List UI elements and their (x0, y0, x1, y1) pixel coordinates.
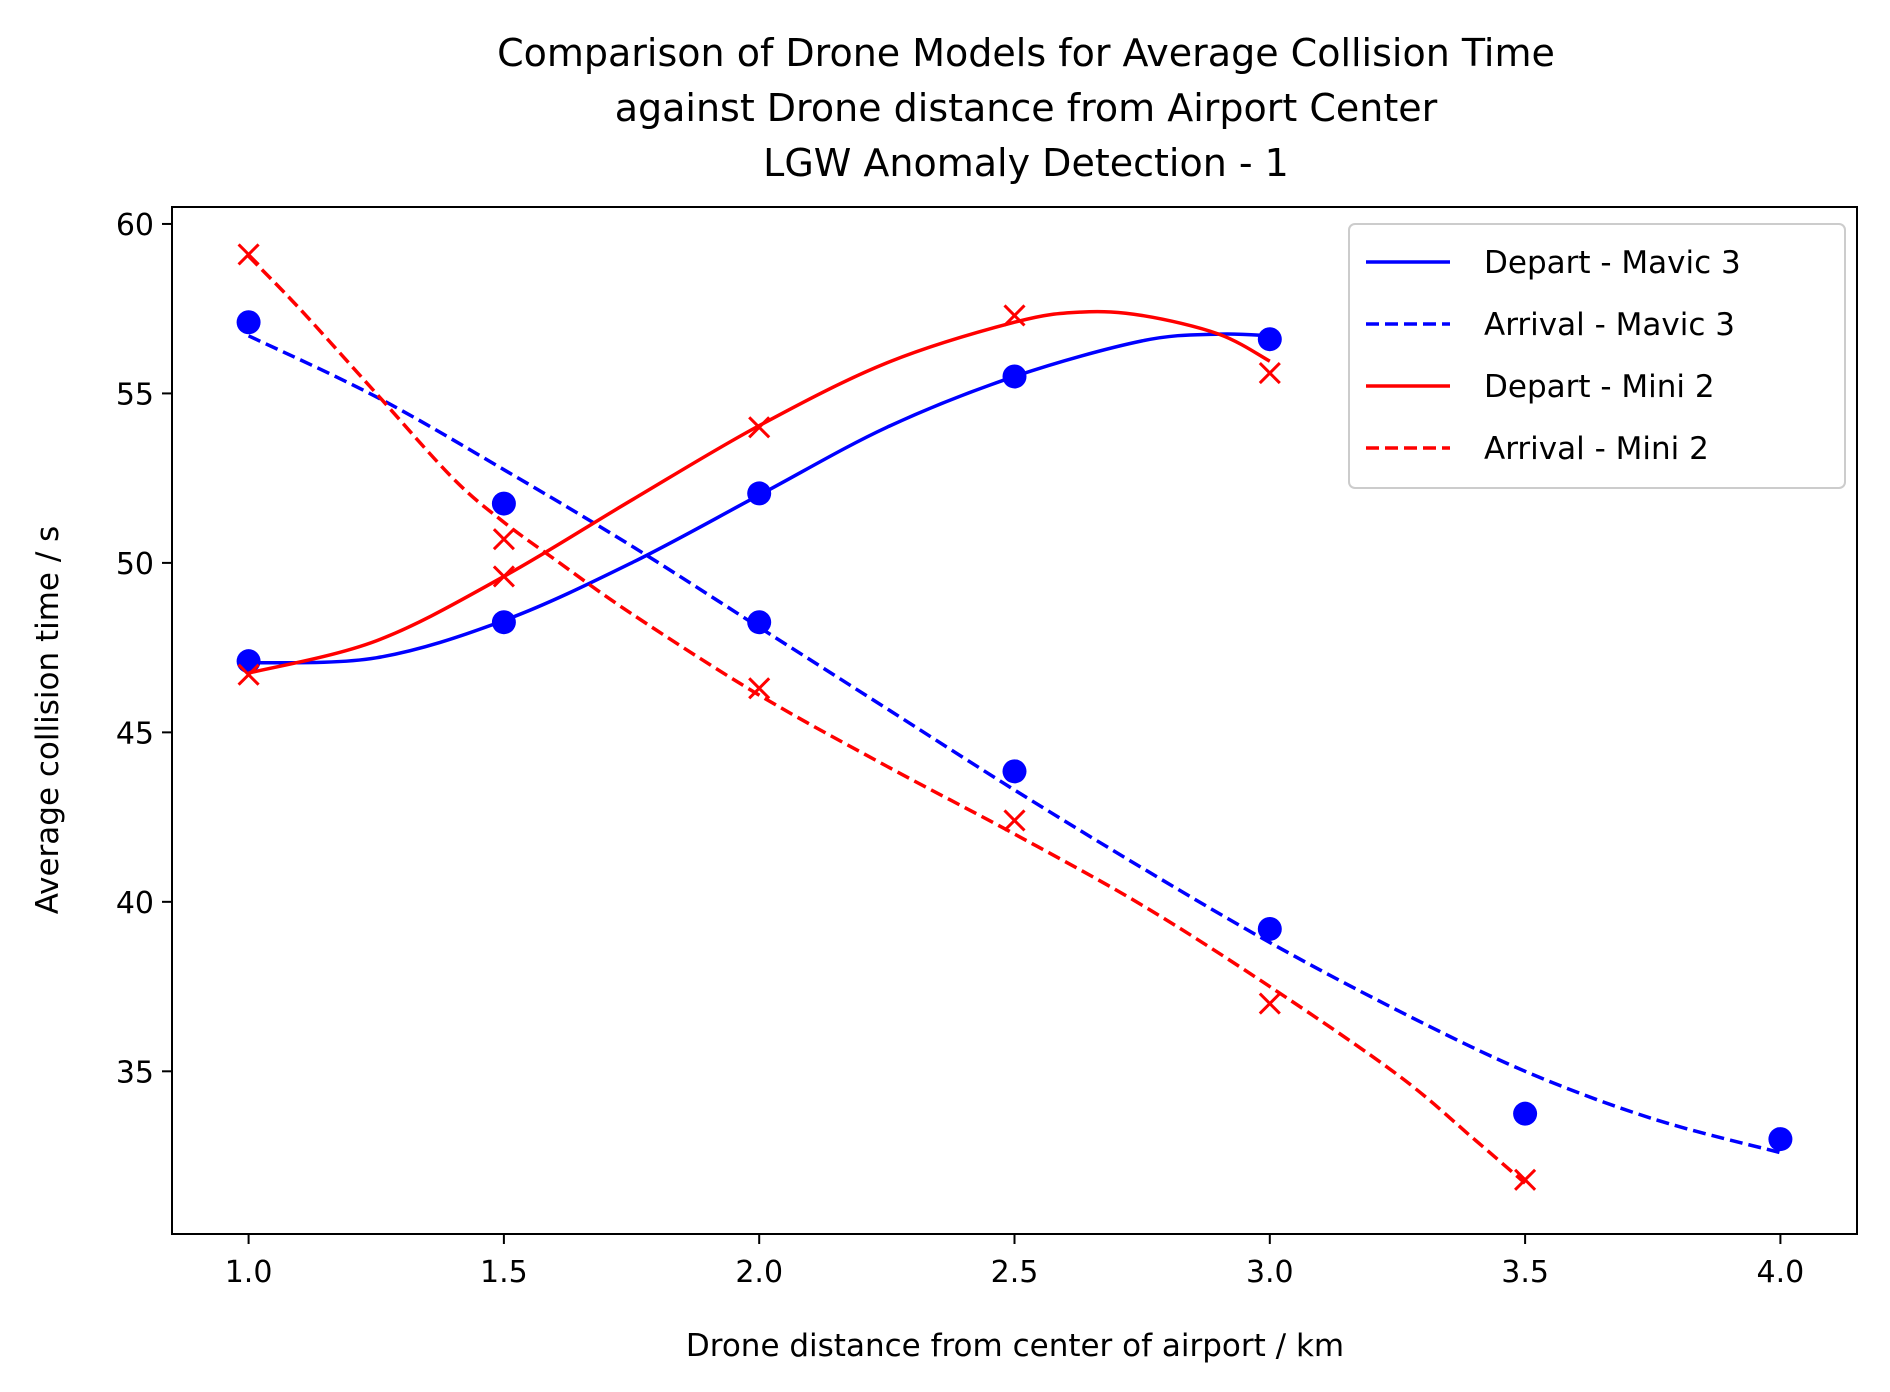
series-line-arrival-mini-2 (247, 254, 1527, 1185)
legend-label-arrival-mavic-3: Arrival - Mavic 3 (1484, 307, 1735, 343)
depart-mini-2-point (237, 663, 260, 686)
arrival-mini-2-point-stroke (748, 677, 771, 700)
series-line-arrival-mavic-3 (247, 334, 1781, 1155)
arrival-mini-2-point-stroke (1258, 992, 1281, 1015)
arrival-mini-2-point-stroke (1514, 1168, 1537, 1191)
chart-title-line-3: LGW Anomaly Detection - 1 (763, 141, 1289, 185)
arrival-mavic-3-point (1513, 1101, 1538, 1126)
depart-mini-2-point-stroke (492, 565, 515, 588)
x-tick-label: 3.0 (1246, 1255, 1294, 1290)
arrival-mavic-3-point (747, 610, 772, 635)
x-tick-label: 4.0 (1757, 1255, 1805, 1290)
series-depart-mini-2 (237, 304, 1281, 686)
depart-mini-2-point-stroke (237, 663, 260, 686)
x-tick-label: 1.5 (480, 1255, 528, 1290)
arrival-mini-2-point-stroke (237, 243, 260, 266)
series-line-depart-mavic-3 (248, 332, 1270, 665)
legend-label-depart-mini-2: Depart - Mini 2 (1484, 369, 1715, 405)
arrival-mini-2-point-stroke (492, 528, 515, 551)
arrival-mavic-3-point (1257, 916, 1282, 941)
arrival-mini-2-point (237, 243, 260, 266)
arrival-mavic-3-point (1002, 759, 1027, 784)
x-tick-label: 1.0 (225, 1255, 273, 1290)
arrival-mini-2-point (1258, 992, 1281, 1015)
y-axis-ticks: 35 40 45 50 55 60 (116, 208, 172, 1090)
plot-content (236, 243, 1793, 1191)
series-arrival-mavic-3 (236, 310, 1793, 1155)
x-axis-ticks: 1.0 1.5 2.0 2.5 3.0 3.5 4.0 (225, 1234, 1805, 1290)
legend-box (1348, 223, 1846, 489)
y-tick-label: 45 (116, 716, 154, 751)
legend-label-arrival-mini-2: Arrival - Mini 2 (1484, 431, 1709, 467)
depart-mavic-3-point (491, 610, 516, 635)
y-tick-label: 55 (116, 377, 154, 412)
depart-mini-2-point-stroke (1258, 362, 1281, 385)
x-tick-label: 3.5 (1501, 1255, 1549, 1290)
x-tick-label: 2.0 (735, 1255, 783, 1290)
series-line-depart-mini-2 (248, 309, 1271, 675)
y-tick-label: 40 (116, 886, 154, 921)
y-tick-label: 35 (116, 1055, 154, 1090)
depart-mini-2-point (1003, 304, 1026, 327)
legend-entries: Depart - Mavic 3 Arrival - Mavic 3 Depart … (1366, 245, 1741, 467)
arrival-mini-2-point (1514, 1168, 1537, 1191)
x-axis-label: Drone distance from center of airport / … (686, 1328, 1344, 1364)
y-tick-label: 60 (116, 208, 154, 243)
plot-frame (171, 206, 1858, 1235)
arrival-mavic-3-point (491, 491, 516, 516)
chart-title: Comparison of Drone Models for Average C… (497, 31, 1555, 185)
chart-title-line-2: against Drone distance from Airport Cent… (615, 86, 1438, 130)
chart-title-line-1: Comparison of Drone Models for Average C… (497, 31, 1555, 75)
y-axis-label: Average collision time / s (30, 526, 66, 915)
arrival-mavic-3-point (236, 310, 261, 335)
depart-mavic-3-point (1002, 364, 1027, 389)
arrival-mavic-3-point (1768, 1127, 1793, 1152)
depart-mini-2-point (492, 565, 515, 588)
depart-mini-2-point-stroke (748, 416, 771, 439)
x-tick-label: 2.5 (991, 1255, 1039, 1290)
depart-mavic-3-point (1257, 327, 1282, 352)
series-arrival-mini-2 (237, 243, 1537, 1191)
depart-mini-2-point (1258, 362, 1281, 385)
depart-mini-2-point-stroke (1003, 304, 1026, 327)
arrival-mini-2-point (748, 677, 771, 700)
legend: Depart - Mavic 3 Arrival - Mavic 3 Depart … (1348, 223, 1846, 489)
arrival-mini-2-point (1003, 809, 1026, 832)
legend-label-depart-mavic-3: Depart - Mavic 3 (1484, 245, 1741, 281)
arrival-mini-2-point-stroke (1003, 809, 1026, 832)
y-tick-label: 50 (116, 547, 154, 582)
depart-mavic-3-point (747, 481, 772, 506)
depart-mini-2-point (748, 416, 771, 439)
arrival-mini-2-point (492, 528, 515, 551)
